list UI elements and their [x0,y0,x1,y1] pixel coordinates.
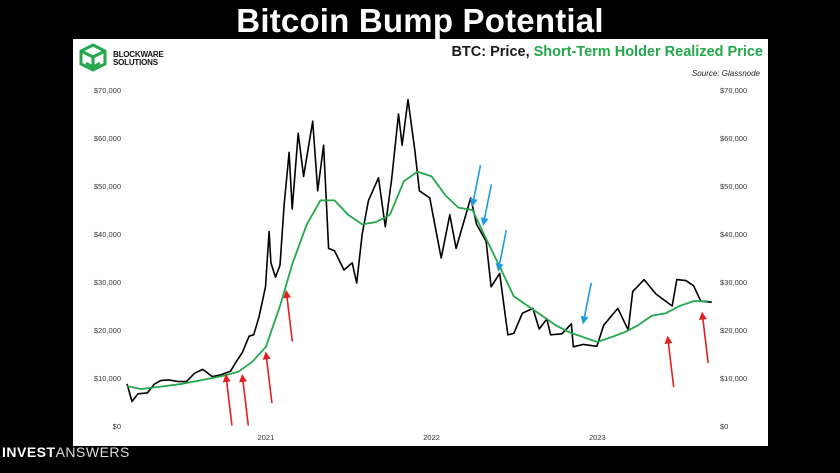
chart-title: BTC: Price, Short-Term Holder Realized P… [451,44,763,60]
chart-panel: BLOCKWARE SOLUTIONS BTC: Price, Short-Te… [73,39,768,446]
y-tick-label-left: $60,000 [94,134,121,143]
red-arrow [698,311,709,364]
y-tick-label-left: $50,000 [94,182,121,191]
y-tick-label-right: $50,000 [720,182,747,191]
axes-group: $0 $0 $10,000 $10,000 $20,000 $20,000 $30,000 $… [94,86,747,442]
chart-title-highlight: Short-Term Holder Realized Price [533,44,763,60]
price-series-line [126,98,712,403]
red-arrow [283,290,294,342]
y-tick-label-left: $10,000 [94,374,121,383]
logo: BLOCKWARE SOLUTIONS [77,42,197,78]
y-tick-label-left: $0 [113,422,121,431]
chart-source: Source: Glassnode [691,69,760,78]
sth-realized-price-line [126,170,708,390]
red-arrow [222,374,233,426]
blockware-cube-icon [79,43,107,72]
x-tick-label: 2021 [258,433,275,442]
y-tick-label-right: $30,000 [720,278,747,287]
y-tick-label-left: $30,000 [94,278,121,287]
footer-brand: INVESTANSWERS [2,444,130,460]
chart-plot: $0 $0 $10,000 $10,000 $20,000 $20,000 $30,000 $… [94,86,747,442]
arrows-group [222,165,709,426]
x-tick-label: 2022 [423,433,440,442]
y-tick-label-right: $20,000 [720,326,747,335]
y-tick-label-right: $40,000 [720,230,747,239]
blue-arrow [480,184,493,226]
footer-brand-bold: INVEST [2,444,56,460]
y-tick-label-right: $70,000 [720,86,747,95]
series-group [126,98,712,403]
headline: Bitcoin Bump Potential [236,2,604,39]
x-tick-label: 2023 [589,433,606,442]
y-tick-label-left: $70,000 [94,86,121,95]
y-tick-label-left: $20,000 [94,326,121,335]
y-tick-label-left: $40,000 [94,230,121,239]
logo-text: BLOCKWARE SOLUTIONS [113,51,164,67]
chart-title-prefix: BTC: Price, [451,44,534,60]
y-tick-label-right: $60,000 [720,134,747,143]
blue-arrow [580,282,593,325]
red-arrow [239,374,250,426]
y-tick-label-right: $10,000 [720,374,747,383]
footer-brand-light: ANSWERS [55,444,130,460]
blue-arrow [469,165,482,207]
y-tick-label-right: $0 [720,422,728,431]
red-arrow [262,351,273,404]
logo-line-1: BLOCKWARE [113,50,164,59]
red-arrow [664,335,675,388]
logo-line-2: SOLUTIONS [113,58,158,67]
blue-arrow [495,229,508,272]
